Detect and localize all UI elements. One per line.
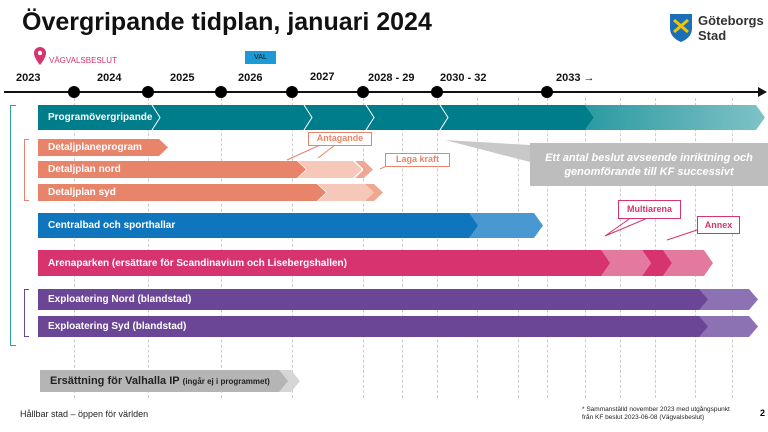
bar-segment <box>355 161 373 178</box>
page-title: Övergripande tidplan, januari 2024 <box>22 8 432 36</box>
bar-detaljplaneprogram[interactable]: Detaljplaneprogram <box>38 139 168 156</box>
timeline-dot <box>215 86 227 98</box>
footer-note-line: * Sammanställd november 2023 med utgångs… <box>582 406 730 413</box>
callout-annex: Annex <box>697 216 740 234</box>
footer-slogan: Hållbar stad – öppen för världen <box>20 409 149 419</box>
bar-detaljplan-nord[interactable]: Detaljplan nord <box>38 161 306 178</box>
bar-label: Programövergripande <box>48 112 153 123</box>
bracket-salmon <box>24 139 29 201</box>
map-pin-icon <box>34 47 46 65</box>
bar-label: Detaljplan nord <box>48 164 121 175</box>
callout-laga-kraft: Laga kraft <box>385 153 450 167</box>
bar-arenaparken[interactable]: Arenaparken (ersättare för Scandinavium … <box>38 250 610 276</box>
bar-exploatering-nord[interactable]: Exploatering Nord (blandstad) <box>38 289 708 310</box>
bar-detaljplan-syd[interactable]: Detaljplan syd <box>38 184 326 201</box>
bar-segment <box>698 289 758 310</box>
bar-label: Ersättning för Valhalla IP <box>50 375 180 387</box>
bar-segment <box>318 184 374 201</box>
bar-label: Detaljplan syd <box>48 187 116 198</box>
bar-label: Centralbad och sporthallar <box>48 220 176 231</box>
callout-antagande: Antagande <box>308 132 372 146</box>
year-label: 2028 - 29 <box>368 72 415 84</box>
year-label: 2023 <box>16 72 41 84</box>
timeline-dot <box>142 86 154 98</box>
year-label: 2025 <box>170 72 195 84</box>
bar-segment <box>698 316 758 337</box>
chevron-dividers <box>151 105 449 130</box>
footer-note-line: från KF beslut 2023-06-08 (Vägvalsbeslut… <box>582 414 705 421</box>
year-label: 2027 <box>310 71 335 83</box>
logo-text: Stad <box>698 28 727 43</box>
bar-segment <box>468 213 543 238</box>
page-number: 2 <box>760 408 766 418</box>
bar-label: Arenaparken (ersättare för Scandinavium … <box>48 257 347 269</box>
logo-text: Göteborgs <box>698 13 764 28</box>
callout-multiarena: Multiarena <box>618 200 681 219</box>
bracket-purple <box>24 289 29 337</box>
coat-of-arms-icon <box>670 14 692 42</box>
bar-segment <box>585 105 765 130</box>
bracket-teal <box>10 105 16 346</box>
logo: Göteborgs Stad <box>668 12 768 52</box>
bar-note: (ingår ej i programmet) <box>182 376 270 386</box>
bar-exploatering-syd[interactable]: Exploatering Syd (blandstad) <box>38 316 708 337</box>
timeline-dot <box>431 86 443 98</box>
bar-programovergripande[interactable]: Programövergripande <box>38 105 594 130</box>
timeline-dot <box>286 86 298 98</box>
timeline-axis <box>4 91 760 93</box>
bar-centralbad[interactable]: Centralbad och sporthallar <box>38 213 478 238</box>
bar-label: Exploatering Nord (blandstad) <box>48 294 192 305</box>
callout-kf: Ett antal beslut avseende inriktning och… <box>530 143 768 186</box>
arrow-head-icon <box>758 87 767 97</box>
bar-valhalla[interactable]: Ersättning för Valhalla IP (ingår ej i p… <box>40 370 288 392</box>
bar-label: Detaljplaneprogram <box>48 142 142 153</box>
val-badge: VAL <box>245 51 276 64</box>
footer-note: * Sammanställd november 2023 med utgångs… <box>582 406 730 422</box>
year-label: 2026 <box>238 72 263 84</box>
timeline-dot <box>357 86 369 98</box>
vagvalsbeslut-label: VÄGVALSBESLUT <box>49 56 117 65</box>
bar-segment <box>298 161 362 178</box>
bar-label: Exploatering Syd (blandstad) <box>48 321 187 332</box>
timeline-dot <box>68 86 80 98</box>
year-label: 2024 <box>97 72 122 84</box>
callout-pointers <box>286 140 698 241</box>
year-label: 2030 - 32 <box>440 72 487 84</box>
timeline-dot <box>541 86 553 98</box>
year-label: 2033 → <box>556 72 595 84</box>
